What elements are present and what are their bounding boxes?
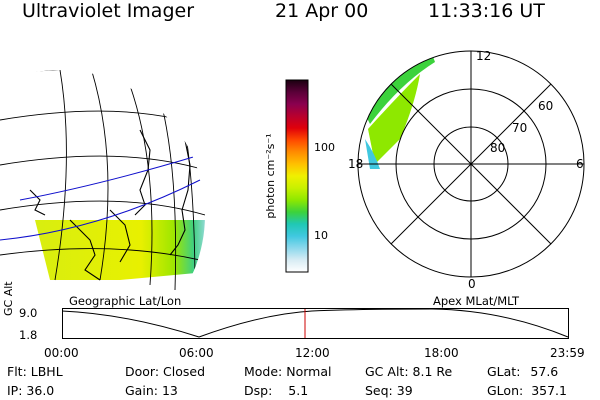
- status-gc-alt: GC Alt: 8.1 Re: [365, 364, 453, 379]
- x-tick-2359: 23:59: [550, 346, 585, 360]
- mlt-label-18: 18: [348, 157, 363, 171]
- date-label: 21 Apr 00: [275, 0, 369, 22]
- status-filter: Flt: LBHL: [7, 364, 63, 379]
- status-seq: Seq: 39: [365, 383, 413, 398]
- altitude-plot: [62, 308, 569, 339]
- status-mode: Mode: Normal: [244, 364, 332, 379]
- globe: [0, 70, 205, 291]
- mlt-label-0: 0: [468, 277, 476, 291]
- status-door: Door: Closed: [125, 364, 206, 379]
- altitude-axis-label: GC Alt: [2, 281, 15, 316]
- mlt-label-6: 6: [576, 157, 584, 171]
- alt-tick-1-8: 1.8: [19, 328, 38, 342]
- terminator-line: [0, 179, 201, 241]
- status-gain: Gain: 13: [125, 383, 178, 398]
- app-title: Ultraviolet Imager: [22, 0, 195, 22]
- colorbar-label: photon cm⁻²s⁻¹: [264, 133, 277, 218]
- polar-caption: Apex MLat/MLT: [433, 294, 520, 308]
- alt-tick-9: 9.0: [19, 306, 38, 320]
- time-label: 11:33:16 UT: [428, 0, 545, 22]
- x-tick-1200: 12:00: [295, 346, 330, 360]
- aurora-patch: [368, 74, 420, 164]
- status-ip: IP: 36.0: [7, 383, 55, 398]
- status-dsp: Dsp: 5.1: [244, 383, 309, 398]
- mlt-label-12: 12: [476, 49, 491, 63]
- colorbar-tick-100: 100: [314, 141, 335, 154]
- aurora-oval: [365, 54, 435, 124]
- lat-label-80: 80: [490, 141, 505, 155]
- geographic-caption: Geographic Lat/Lon: [69, 294, 182, 308]
- x-tick-1800: 18:00: [424, 346, 459, 360]
- polar-plot: 12 18 6 0 60 70 80: [348, 49, 585, 291]
- terminator-line-2: [19, 154, 201, 201]
- lat-label-70: 70: [512, 121, 527, 135]
- colorbar: photon cm⁻²s⁻¹: [264, 79, 309, 273]
- colorbar-rect: [285, 79, 309, 273]
- altitude-curve: [62, 308, 569, 338]
- x-tick-0000: 00:00: [44, 346, 79, 360]
- geographic-map: [0, 70, 205, 291]
- lat-label-60: 60: [538, 99, 553, 113]
- header: Ultraviolet Imager 21 Apr 00 11:33:16 UT: [0, 0, 600, 26]
- status-glon: GLon: 357.1: [487, 383, 567, 398]
- aurora-edge: [365, 139, 380, 169]
- status-glat: GLat: 57.6: [487, 364, 559, 379]
- x-tick-0600: 06:00: [179, 346, 214, 360]
- colorbar-tick-10: 10: [314, 229, 328, 242]
